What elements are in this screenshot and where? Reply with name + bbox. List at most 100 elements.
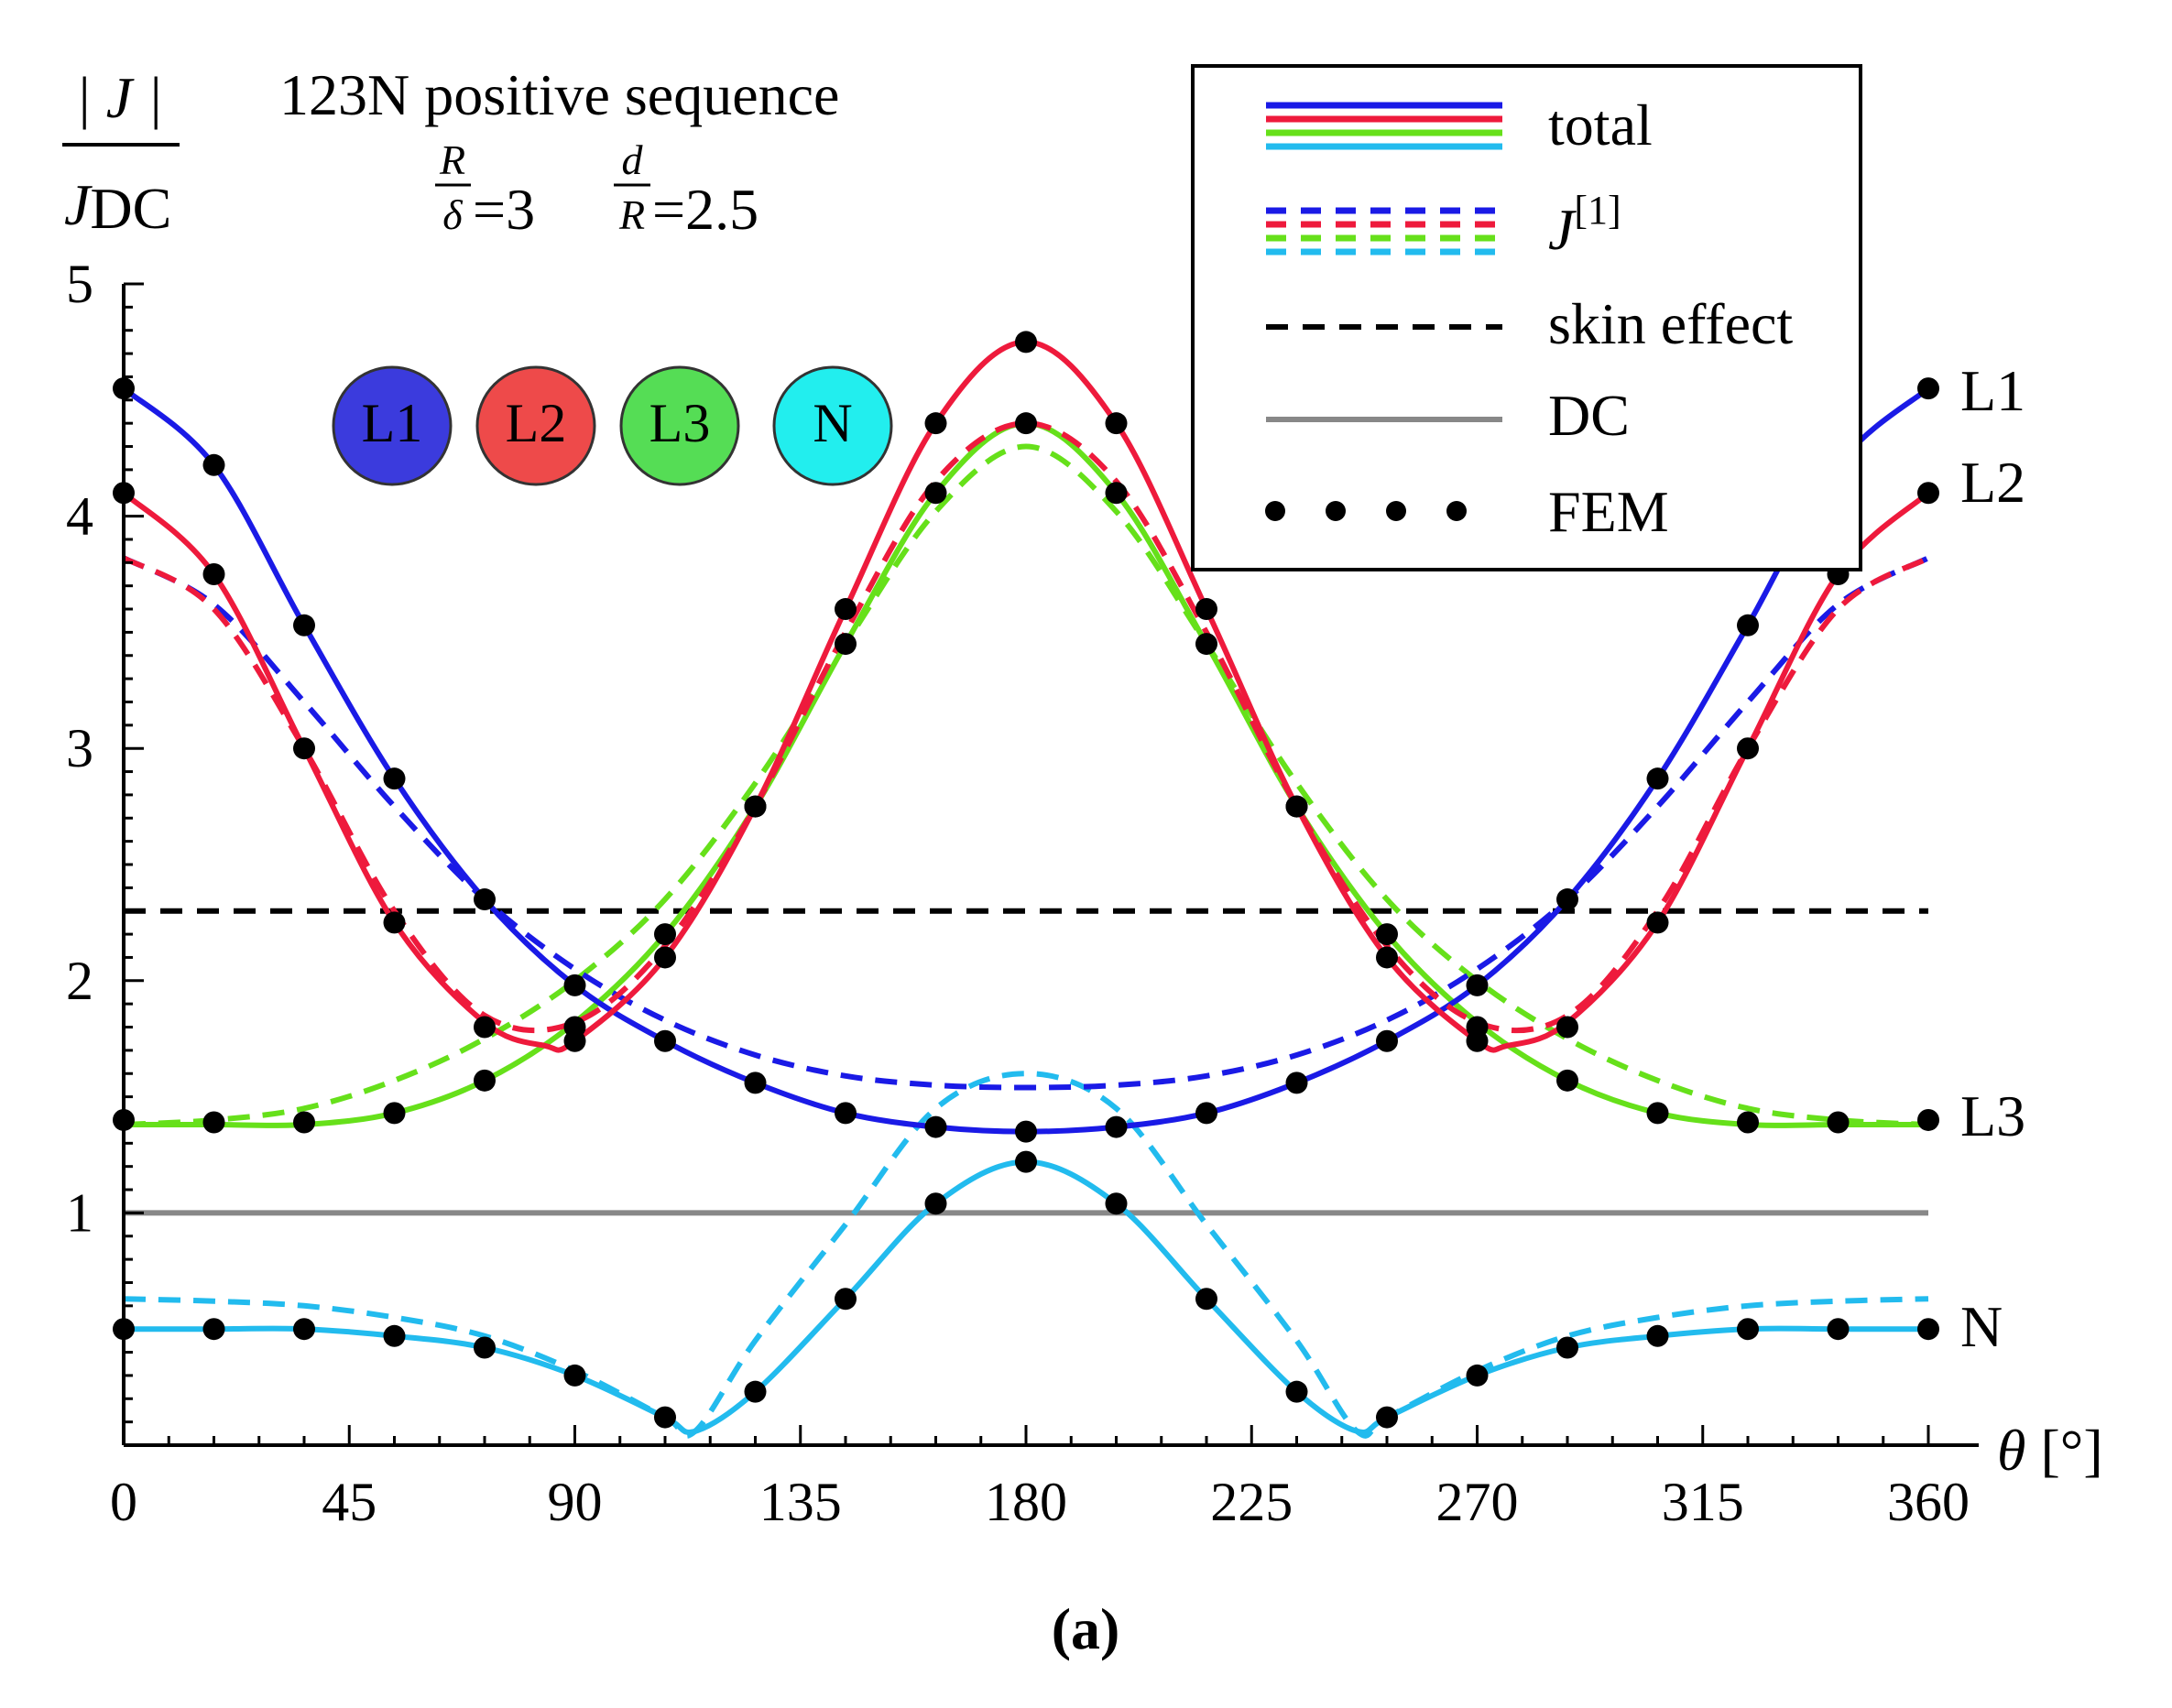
fem-point-l3	[924, 482, 947, 505]
fem-point-n	[654, 1406, 676, 1429]
param-d-value: =2.5	[652, 177, 759, 242]
fem-point-l3	[563, 1016, 586, 1039]
chart-title: 123N positive sequence	[279, 62, 839, 127]
fem-point-l2	[202, 563, 225, 585]
fem-point-l2	[654, 946, 676, 969]
fem-point-n	[1646, 1324, 1669, 1347]
fem-point-l1	[924, 1115, 947, 1138]
fem-point-l2	[1015, 331, 1037, 354]
x-tick-label: 45	[322, 1472, 377, 1532]
fem-point-n	[1827, 1318, 1850, 1341]
series-n-total-line	[121, 1159, 1931, 1435]
fem-point-l3	[744, 795, 767, 818]
fem-point-l3	[1376, 923, 1398, 946]
fem-point-l1	[1646, 767, 1669, 790]
fem-point-l1	[1105, 1115, 1128, 1138]
legend-swatch-fem	[1265, 501, 1467, 521]
end-label-l3: L3	[1960, 1083, 2025, 1148]
y-axis-label-numerator: | J |	[75, 65, 163, 130]
fem-point-l3	[1737, 1111, 1759, 1134]
fem-point-l1	[293, 614, 315, 636]
x-tick-label: 270	[1436, 1472, 1519, 1532]
legend-label-j1: J[1]	[1548, 188, 1621, 262]
fem-point-l2	[1556, 1016, 1578, 1039]
fem-point-l3	[1646, 1102, 1669, 1125]
fem-point-l3	[202, 1111, 225, 1134]
y-tick-label: 1	[66, 1182, 93, 1243]
fem-point-l2	[924, 412, 947, 435]
fem-point-l1	[1737, 614, 1759, 636]
fem-point-n	[1376, 1406, 1398, 1429]
fem-point-n	[744, 1380, 767, 1403]
x-tick-label: 90	[548, 1472, 603, 1532]
fem-point-n	[924, 1192, 947, 1215]
x-tick-label: 315	[1662, 1472, 1744, 1532]
fem-point-l2	[1646, 911, 1669, 934]
fem-point-n	[563, 1364, 586, 1387]
x-tick-label: 180	[985, 1472, 1067, 1532]
x-tick-label: 360	[1887, 1472, 1970, 1532]
fem-point-l3	[1827, 1111, 1850, 1134]
fem-point-n	[202, 1318, 225, 1341]
legend-box	[1191, 64, 1862, 571]
legend-label-dc: DC	[1548, 383, 1630, 448]
param-r-den: δ	[442, 191, 463, 238]
fem-point-l2	[1737, 737, 1759, 760]
fem-point-l3	[1466, 1016, 1489, 1039]
fem-point-l3	[383, 1102, 406, 1125]
y-tick-label: 2	[66, 951, 93, 1011]
end-label-n: N	[1960, 1294, 2003, 1359]
fem-point-l1	[202, 453, 225, 476]
x-tick-label: 135	[759, 1472, 842, 1532]
fem-point-l1	[654, 1029, 676, 1052]
fem-point-l3	[1556, 1069, 1578, 1092]
fem-point-n	[1285, 1380, 1308, 1403]
conductor-l2	[475, 365, 596, 486]
fem-point-l1	[1376, 1029, 1398, 1052]
fem-point-l1	[474, 888, 496, 911]
fem-point-l3	[1195, 633, 1217, 656]
x-axis-label: θ [°]	[1997, 1418, 2103, 1483]
fem-point-l1	[563, 974, 586, 996]
fem-point-l3	[1285, 795, 1308, 818]
conductor-l3-label: L3	[649, 393, 711, 453]
fem-point-l3	[293, 1111, 315, 1134]
y-tick-label: 5	[66, 254, 93, 314]
fem-point-l2	[383, 911, 406, 934]
fem-point-n	[1105, 1192, 1128, 1215]
fem-point-l2	[1376, 946, 1398, 969]
legend-swatch-j1	[1266, 207, 1502, 256]
series-n-j1-line	[123, 1071, 1929, 1439]
legend-label-fem: FEM	[1548, 479, 1669, 544]
param-r-num: R	[439, 136, 465, 183]
end-label-l2: L2	[1960, 450, 2025, 515]
fem-point-l1	[835, 1102, 857, 1125]
fem-point-n	[383, 1324, 406, 1347]
fem-point-l1	[1285, 1072, 1308, 1094]
series-l3-j1-line	[123, 443, 1929, 1127]
fem-point-l1	[1195, 1102, 1217, 1125]
fem-point-l3	[1917, 1108, 1939, 1131]
conductor-l2-label: L2	[506, 393, 567, 453]
param-d-den: R	[618, 191, 645, 238]
fem-point-n	[1466, 1364, 1489, 1387]
fem-point-l1	[1917, 377, 1939, 400]
fem-point-l1	[1466, 974, 1489, 996]
fem-point-n	[293, 1318, 315, 1341]
fem-point-l1	[744, 1072, 767, 1094]
x-tick-label: 225	[1210, 1472, 1293, 1532]
y-axis-label-denominator: JDC	[64, 172, 171, 241]
fem-point-l3	[835, 633, 857, 656]
fem-point-l2	[1105, 412, 1128, 435]
conductor-l1	[332, 365, 453, 486]
fem-point-n	[835, 1288, 857, 1311]
fem-point-l1	[1015, 1120, 1037, 1143]
conductor-l3	[619, 365, 740, 486]
y-tick-label: 3	[66, 718, 93, 778]
fem-point-l1	[1556, 888, 1578, 911]
legend: total J[1] skin effect DC FEM	[1191, 64, 1862, 571]
end-label-l1: L1	[1960, 358, 2025, 423]
fem-point-l2	[835, 598, 857, 621]
fem-point-n	[1556, 1336, 1578, 1359]
